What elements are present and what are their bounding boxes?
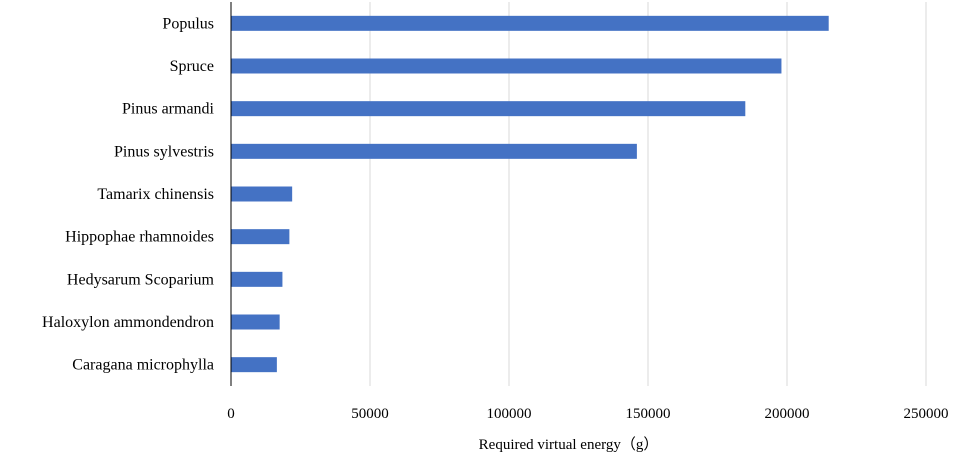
bar bbox=[231, 15, 829, 31]
x-tick-label: 100000 bbox=[487, 406, 532, 422]
category-label: Tamarix chinensis bbox=[97, 186, 214, 203]
bar bbox=[231, 101, 746, 117]
category-label: Pinus sylvestris bbox=[114, 143, 214, 160]
tick-labels: 0 50000 100000 150000 200000 250000 bbox=[227, 406, 948, 422]
category-label: Populus bbox=[162, 15, 214, 32]
category-label: Hedysarum Scoparium bbox=[67, 271, 215, 288]
x-tick-label: 200000 bbox=[765, 406, 810, 422]
bar bbox=[231, 186, 293, 202]
x-tick-label: 250000 bbox=[904, 406, 949, 422]
category-label: Caragana microphylla bbox=[72, 357, 214, 374]
category-label: Haloxylon ammondendron bbox=[42, 314, 214, 331]
bar bbox=[231, 58, 782, 74]
category-labels: Populus Spruce Pinus armandi Pinus sylvestr… bbox=[42, 15, 215, 373]
bar bbox=[231, 271, 283, 287]
bar bbox=[231, 314, 280, 330]
bar bbox=[231, 143, 637, 159]
bar bbox=[231, 229, 290, 245]
x-tick-label: 150000 bbox=[626, 406, 671, 422]
x-tick-label: 0 bbox=[227, 406, 235, 422]
x-axis-title: Required virtual energy（g） bbox=[479, 436, 659, 453]
category-label: Hippophae rhamnoides bbox=[65, 229, 214, 246]
x-tick-label: 50000 bbox=[351, 406, 389, 422]
bar bbox=[231, 357, 277, 373]
category-label: Spruce bbox=[170, 58, 214, 75]
bars bbox=[231, 15, 829, 373]
category-label: Pinus armandi bbox=[122, 101, 215, 118]
